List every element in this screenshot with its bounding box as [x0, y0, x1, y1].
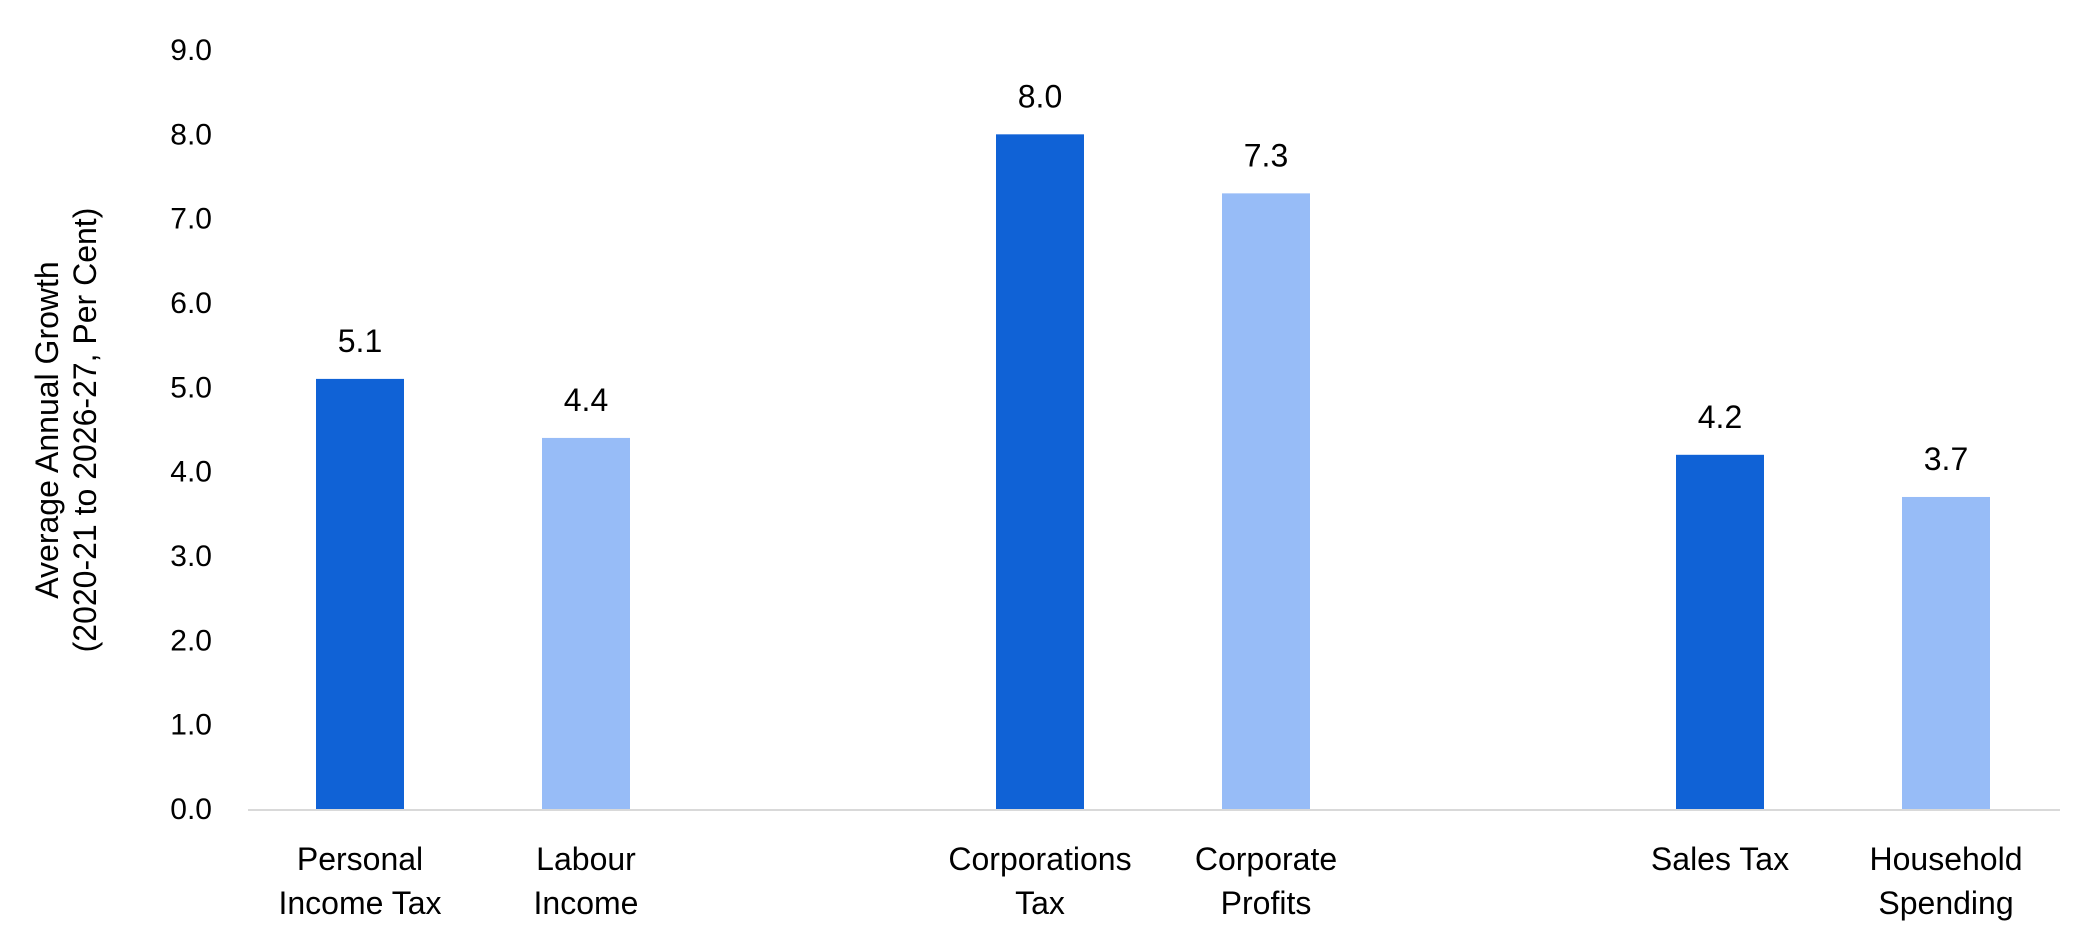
bar [1676, 454, 1764, 809]
category-label-line: Profits [1221, 885, 1312, 921]
y-tick-label: 8.0 [170, 118, 212, 151]
y-tick-label: 1.0 [170, 709, 212, 742]
data-label: 5.1 [338, 323, 382, 359]
bar [316, 378, 404, 809]
category-label: Sales Tax [1651, 841, 1789, 877]
y-axis-label: Average Annual Growth(2020-21 to 2026-27… [29, 208, 103, 653]
y-tick-label: 0.0 [170, 793, 212, 826]
data-labels: 5.1 4.4 8.0 7.3 4.2 3.7 [338, 78, 1968, 477]
category-label-line: Corporate [1195, 841, 1337, 877]
category-label-line: Tax [1015, 885, 1065, 921]
category-label-line: Income Tax [278, 885, 441, 921]
category-labels: Personal Income Tax Labour Income Corporatio… [278, 841, 2022, 921]
y-tick-label: 5.0 [170, 371, 212, 404]
y-axis-ticks: 0.0 1.0 2.0 3.0 4.0 5.0 6.0 7.0 8.0 9.0 [170, 34, 212, 826]
bars [316, 134, 1990, 810]
category-label: Household Spending [1870, 841, 2023, 921]
category-label-line: Spending [1878, 885, 2013, 921]
y-tick-label: 4.0 [170, 456, 212, 489]
category-label: Personal Income Tax [278, 841, 441, 921]
category-label-line: Household [1870, 841, 2023, 877]
bar [996, 134, 1084, 810]
y-tick-label: 3.0 [170, 540, 212, 573]
bar [542, 437, 630, 809]
y-axis-title-line: (2020-21 to 2026-27, Per Cent) [67, 208, 103, 653]
bar [1222, 193, 1310, 809]
y-tick-label: 7.0 [170, 203, 212, 236]
y-axis-title: Average Annual Growth(2020-21 to 2026-27… [29, 208, 103, 653]
category-label: Corporate Profits [1195, 841, 1337, 921]
category-label-line: Income [534, 885, 639, 921]
data-label: 4.2 [1698, 399, 1742, 435]
data-label: 4.4 [564, 382, 608, 418]
y-axis-title-line: Average Annual Growth [29, 261, 65, 598]
data-label: 8.0 [1018, 78, 1062, 114]
y-tick-label: 9.0 [170, 34, 212, 67]
category-label-line: Sales Tax [1651, 841, 1789, 877]
data-label: 3.7 [1924, 441, 1968, 477]
bar [1902, 496, 1990, 809]
data-label: 7.3 [1244, 137, 1288, 173]
category-label-line: Personal [297, 841, 423, 877]
category-label: Labour Income [534, 841, 639, 921]
category-label-line: Labour [536, 841, 636, 877]
y-tick-label: 6.0 [170, 287, 212, 320]
y-tick-label: 2.0 [170, 624, 212, 657]
category-label: Corporations Tax [948, 841, 1131, 921]
category-label-line: Corporations [948, 841, 1131, 877]
